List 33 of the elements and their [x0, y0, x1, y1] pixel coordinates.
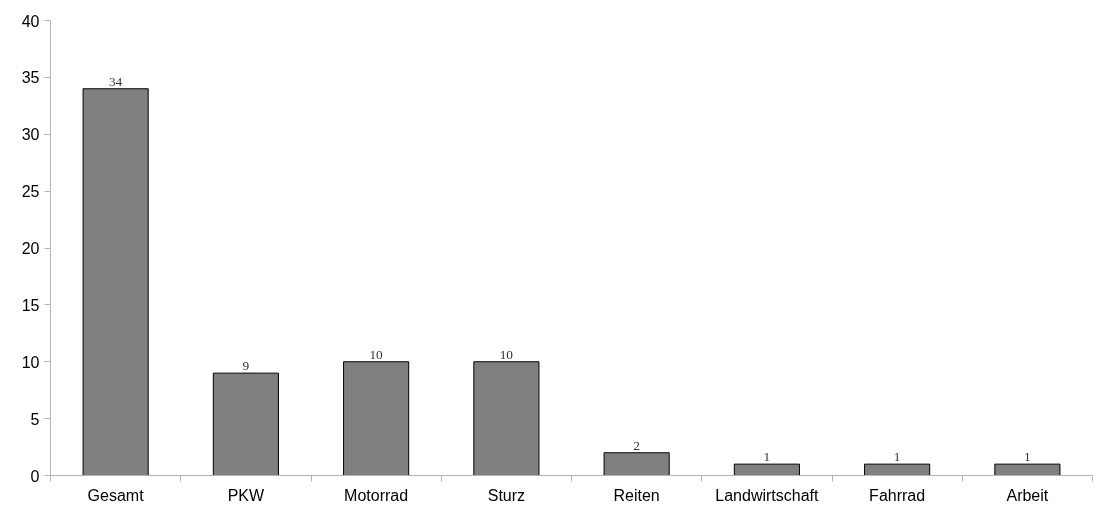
y-tick-label: 35: [21, 69, 40, 87]
x-tick-label: Motorrad: [344, 486, 409, 504]
x-tick-label: Reiten: [613, 486, 660, 504]
x-tick-label: PKW: [227, 486, 265, 504]
bar: [994, 463, 1061, 476]
data-label: 2: [633, 437, 640, 453]
bar: [343, 361, 410, 476]
data-label: 1: [763, 449, 771, 465]
y-tick-label: 25: [21, 183, 40, 201]
data-label: 34: [108, 73, 123, 89]
data-label: 9: [242, 358, 250, 374]
bar: [733, 463, 800, 476]
bar: [603, 452, 670, 476]
x-tick-label: Sturz: [487, 486, 526, 504]
data-label: 1: [893, 449, 901, 465]
bar: [82, 88, 149, 476]
x-tick-label: Landwirtschaft: [715, 486, 820, 504]
y-tick-label: 0: [30, 467, 40, 485]
y-tick-label: 40: [21, 12, 40, 30]
y-tick-label: 20: [21, 240, 40, 257]
data-label: 10: [499, 346, 514, 362]
data-label: 1: [1024, 449, 1031, 465]
bar: [473, 361, 540, 476]
x-tick-label: Fahrrad: [869, 486, 926, 504]
bar: [212, 372, 279, 476]
data-label: 10: [369, 346, 384, 362]
x-tick-label: Gesamt: [87, 486, 145, 504]
y-tick-label: 5: [30, 410, 40, 428]
y-tick-label: 30: [21, 126, 40, 144]
y-tick-label: 10: [21, 353, 40, 371]
x-tick-label: Arbeit: [1006, 486, 1049, 504]
y-tick-label: 15: [21, 296, 40, 314]
bar: [864, 463, 931, 476]
